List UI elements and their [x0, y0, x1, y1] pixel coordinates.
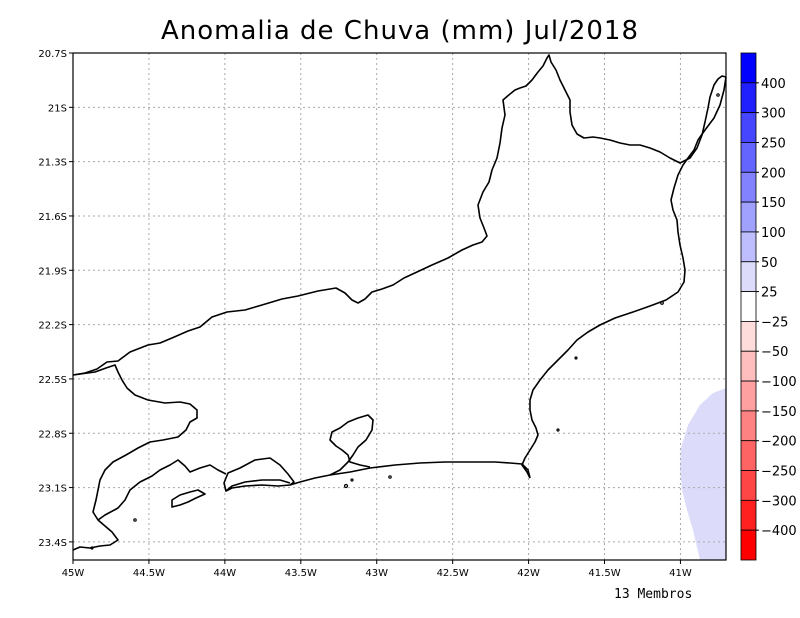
colorbar-swatch — [740, 529, 757, 561]
lon-tick-label: 43.5W — [285, 568, 317, 579]
colorbar-swatch — [740, 261, 757, 292]
coastline-south — [225, 461, 531, 492]
colorbar-label: −200 — [761, 435, 797, 450]
colorbar-swatch — [740, 201, 757, 233]
lat-tick-label: 22.5S — [38, 375, 67, 386]
colorbar-label: −250 — [761, 465, 797, 480]
colorbar-label: 200 — [761, 166, 786, 181]
colorbar-swatch — [740, 499, 757, 531]
colorbar-swatch — [740, 291, 757, 322]
colorbar-label: 300 — [761, 107, 786, 122]
lat-tick-label: 22.2S — [38, 321, 67, 332]
positive-anomaly-region — [680, 388, 726, 560]
lat-tick-label: 21S — [48, 103, 67, 114]
colorbar-label: 100 — [761, 226, 786, 241]
lat-tick-label: 23.4S — [38, 538, 67, 549]
ilha-grande-outline — [171, 489, 206, 508]
colorbar-label: 50 — [761, 256, 778, 271]
colorbar-label: −150 — [761, 405, 797, 420]
rio-de-janeiro-state-outline — [72, 54, 727, 376]
lat-tick-label: 21.6S — [38, 212, 67, 223]
lon-tick-label: 41W — [669, 568, 692, 579]
small-islands — [90, 93, 720, 550]
lat-tick-label: 21.9S — [38, 266, 67, 277]
lon-tick-label: 43W — [365, 568, 388, 579]
colorbar-swatch — [740, 231, 757, 263]
colorbar-swatch — [740, 52, 757, 84]
lon-tick-label: 42W — [517, 568, 540, 579]
colorbar-swatch — [740, 380, 757, 412]
colorbar-swatch — [740, 142, 757, 173]
lat-tick-label: 21.3S — [38, 158, 67, 169]
lon-tick-label: 44.5W — [133, 568, 165, 579]
latitude-axis: 20.7S 21S 21.3S 21.6S 21.9S 22.2S 22.5S 22.8S 23… — [38, 49, 73, 549]
longitude-axis: 45W 44.5W 44W 43.5W 43W 42.5W 42W 41.5W 41W — [62, 560, 692, 579]
lat-tick-label: 23.1S — [38, 484, 67, 495]
colorbar-swatch — [740, 470, 757, 501]
lat-tick-label: 20.7S — [38, 49, 67, 60]
colorbar-label: 25 — [761, 286, 778, 301]
map-frame — [72, 52, 727, 561]
paraty-coast-outline — [97, 459, 227, 521]
lon-tick-label: 44W — [214, 568, 237, 579]
colorbar-swatch — [740, 321, 757, 352]
lon-tick-label: 41.5W — [588, 568, 620, 579]
map-gridlines — [73, 53, 726, 560]
colorbar-label: −400 — [761, 524, 797, 539]
ensemble-members-note: 13 Membros — [614, 587, 693, 602]
lat-tick-label: 22.8S — [38, 429, 67, 440]
colorbar-swatch — [740, 171, 757, 203]
state-boundaries — [72, 54, 727, 551]
lon-tick-label: 45W — [62, 568, 85, 579]
inland-boundary-west — [72, 364, 198, 551]
guanabara-bay-outline — [329, 414, 374, 476]
colorbar-legend: 400 300 250 200 150 100 50 25 −25 −50 −100 −150 −200… — [740, 52, 797, 561]
colorbar-label: 150 — [761, 196, 786, 211]
colorbar-label: 400 — [761, 77, 786, 92]
colorbar-swatch — [740, 350, 757, 382]
sepetiba-bay-outline — [223, 457, 295, 492]
map-title: Anomalia de Chuva (mm) Jul/2018 — [160, 16, 640, 46]
colorbar-swatch — [740, 410, 757, 442]
colorbar-label: 250 — [761, 136, 786, 151]
colorbar-swatch — [740, 82, 757, 114]
colorbar-label: −25 — [761, 315, 788, 330]
colorbar-label: −50 — [761, 345, 788, 360]
colorbar-swatch — [740, 112, 757, 143]
colorbar-label: −100 — [761, 375, 797, 390]
lon-tick-label: 42.5W — [437, 568, 469, 579]
colorbar-swatch — [740, 440, 757, 471]
coastline-east — [521, 76, 727, 479]
colorbar-label: −300 — [761, 494, 797, 509]
